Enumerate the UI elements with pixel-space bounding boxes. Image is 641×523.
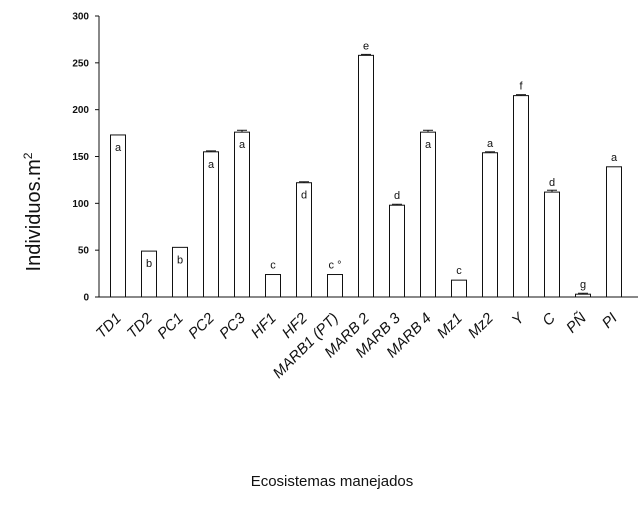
bar bbox=[451, 279, 467, 298]
significance-letter: a bbox=[425, 139, 432, 151]
significance-letter: d bbox=[394, 190, 400, 202]
significance-letter: a bbox=[487, 138, 494, 150]
category-label: C bbox=[539, 310, 559, 330]
significance-letter: a bbox=[239, 139, 246, 151]
category-label: TD1 bbox=[93, 310, 125, 342]
bar bbox=[358, 54, 374, 298]
significance-letter: c bbox=[270, 260, 276, 272]
bar bbox=[234, 131, 250, 298]
category-label: Y bbox=[509, 309, 529, 329]
significance-letter: a bbox=[208, 159, 215, 171]
significance-letter: a bbox=[115, 142, 122, 154]
significance-letter: f bbox=[519, 81, 523, 93]
significance-letter: c ° bbox=[329, 260, 342, 272]
significance-letter: b bbox=[177, 254, 183, 266]
significance-letter: g bbox=[580, 279, 586, 291]
significance-letter: d bbox=[301, 190, 307, 202]
y-tick-label: 150 bbox=[72, 152, 89, 163]
bar bbox=[606, 166, 622, 298]
category-label: PÑ bbox=[563, 310, 590, 337]
bars-group: a b b a a c d c ° e d a c a f d g a bbox=[110, 40, 622, 298]
bar bbox=[389, 204, 405, 298]
y-tick-label: 100 bbox=[72, 199, 89, 210]
category-label: PC3 bbox=[216, 309, 249, 342]
bar bbox=[141, 250, 157, 298]
significance-letter: e bbox=[363, 40, 369, 52]
bar bbox=[513, 95, 529, 298]
significance-letter: d bbox=[549, 177, 555, 189]
y-tick-label: 50 bbox=[78, 246, 90, 257]
y-tick-label: 0 bbox=[83, 293, 89, 304]
x-axis-title: Ecosistemas manejados bbox=[251, 473, 414, 490]
bar bbox=[327, 274, 343, 298]
category-label: Mz2 bbox=[465, 309, 498, 342]
category-label: TD2 bbox=[124, 309, 157, 342]
significance-letter: c bbox=[456, 265, 462, 277]
significance-letter: b bbox=[146, 258, 152, 270]
bar bbox=[420, 131, 436, 298]
category-label: PI bbox=[599, 310, 621, 332]
y-axis-ticks: 0 50 100 150 200 250 300 bbox=[72, 12, 99, 304]
y-tick-label: 250 bbox=[72, 58, 89, 69]
category-label: PC1 bbox=[154, 310, 187, 343]
y-tick-label: 200 bbox=[72, 105, 89, 116]
significance-letter: a bbox=[611, 152, 618, 164]
bar bbox=[265, 274, 281, 298]
bar bbox=[575, 293, 591, 298]
bar bbox=[544, 191, 560, 298]
category-label: PC2 bbox=[185, 309, 218, 342]
bar bbox=[203, 151, 219, 298]
bar bbox=[110, 134, 126, 298]
category-label: Mz1 bbox=[434, 310, 466, 342]
category-label: HF1 bbox=[248, 310, 280, 342]
bar bbox=[172, 246, 188, 298]
y-tick-label: 300 bbox=[72, 12, 89, 23]
y-axis-title: Individuos.m2 bbox=[21, 152, 45, 271]
bar bbox=[482, 152, 498, 298]
